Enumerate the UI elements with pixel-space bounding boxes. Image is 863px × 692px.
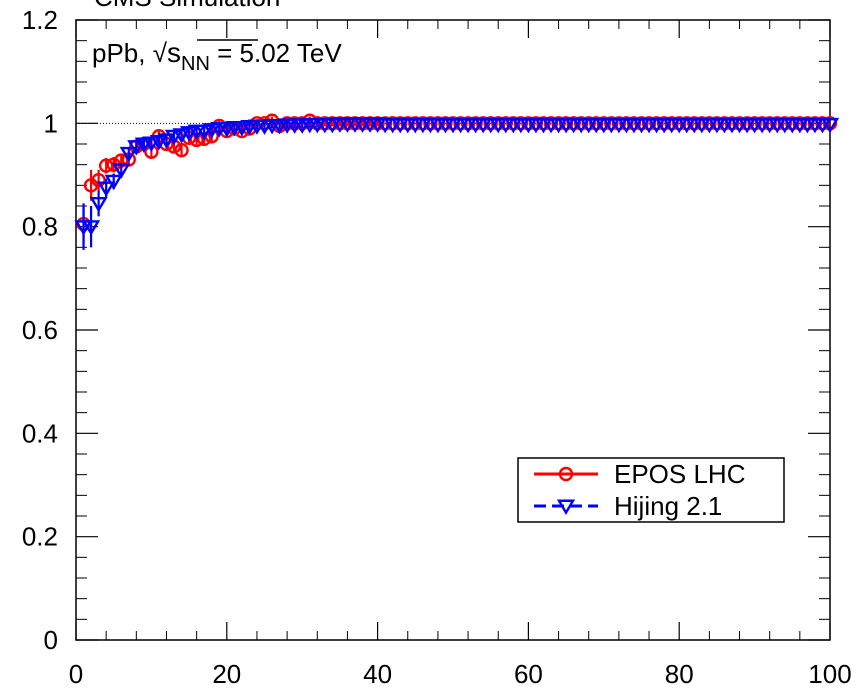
x-tick-label: 0 [69, 659, 83, 689]
legend-label: EPOS LHC [614, 459, 746, 489]
y-tick-label: 1.2 [22, 5, 58, 35]
annotation-suffix: = 5.02 TeV [210, 38, 342, 68]
y-tick-label: 0.8 [22, 212, 58, 242]
data-point [119, 146, 138, 163]
x-tick-label: 80 [665, 659, 694, 689]
series-hijing [74, 117, 840, 250]
data-point [89, 196, 108, 213]
data-point [164, 129, 184, 146]
y-tick-label: 0 [44, 625, 58, 655]
data-point [127, 140, 146, 156]
annotation-subscript: NN [181, 53, 210, 75]
y-tick-label: 0.4 [22, 418, 58, 448]
data-point [820, 117, 840, 134]
data-point [97, 181, 116, 197]
y-tick-label: 1 [44, 108, 58, 138]
y-tick-label: 0.6 [22, 315, 58, 345]
data-point [157, 133, 176, 149]
x-tick-label: 20 [212, 659, 241, 689]
legend-label: Hijing 2.1 [614, 491, 722, 521]
plot-area: 0 20 40 60 80 100 0 0.2 0.4 0.6 0.8 1 1.2 [22, 5, 852, 689]
data-point [174, 142, 189, 158]
plot-frame [75, 19, 831, 641]
data-point [149, 134, 169, 151]
x-tick-label: 40 [363, 659, 392, 689]
data-point [142, 136, 161, 152]
data-point [104, 174, 123, 191]
data-point [112, 163, 131, 179]
legend-marker [558, 466, 574, 482]
data-point [172, 128, 191, 144]
chart-title: CMS Simulation [94, 0, 280, 12]
data-point [81, 220, 101, 236]
annotation-s: s [167, 37, 181, 68]
y-tick-label: 0.2 [22, 522, 58, 552]
data-point [98, 158, 114, 173]
x-tick-label: 60 [514, 659, 543, 689]
legend-marker [556, 499, 576, 516]
data-point [91, 172, 106, 188]
energy-annotation: pPb, √sNN = 5.02 TeV [92, 37, 342, 75]
x-tick-label: 100 [808, 659, 851, 689]
data-point [195, 124, 214, 141]
data-point [180, 126, 199, 142]
annotation-sqrt: √ [153, 38, 168, 68]
annotation-prefix: pPb, [92, 38, 153, 68]
